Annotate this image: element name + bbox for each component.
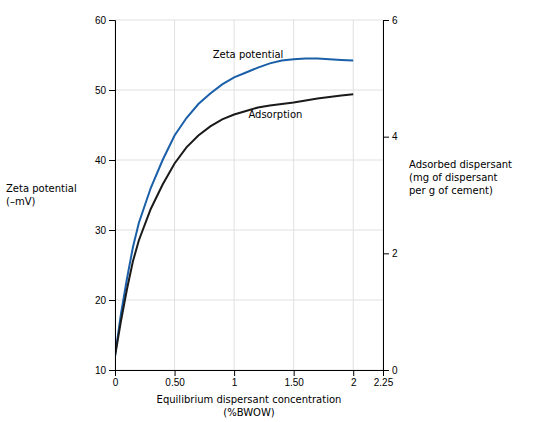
- y2-axis-title: Adsorbed dispersant (mg of dispersant per …: [409, 159, 512, 196]
- tick: 30: [95, 225, 115, 236]
- tick-mark: [109, 90, 115, 91]
- tick: 40: [95, 155, 115, 166]
- grid-line: [115, 300, 383, 301]
- y2-axis-title-line: per g of cement): [409, 185, 493, 196]
- tick: 6: [383, 15, 398, 26]
- tick-mark: [294, 370, 295, 376]
- x-axis-title: Equilibrium dispersant concentration (%BW…: [157, 394, 342, 418]
- tick-mark: [383, 137, 389, 138]
- tick: 2: [351, 370, 357, 388]
- tick-label: 0: [113, 377, 119, 388]
- grid-line: [174, 20, 175, 370]
- tick: 1.50: [284, 370, 304, 388]
- grid-line: [353, 20, 354, 370]
- tick-mark: [109, 370, 115, 371]
- tick: 20: [95, 295, 115, 306]
- grid: [115, 20, 383, 370]
- tick-mark: [383, 370, 389, 371]
- axis-line: [116, 371, 384, 377]
- tick: 0: [383, 365, 398, 376]
- tick-mark: [383, 20, 389, 21]
- tick-mark: [383, 253, 389, 254]
- tick-label: 20: [95, 295, 107, 306]
- tick: 10: [95, 365, 115, 376]
- y-axis-title-line: Zeta potential: [6, 183, 77, 194]
- tick-label: 4: [392, 131, 398, 142]
- tick-label: 1.50: [284, 377, 304, 388]
- annotation: Zeta potential: [213, 49, 284, 60]
- tick-mark: [109, 20, 115, 21]
- series-line: [115, 94, 353, 356]
- tick-label: 10: [95, 365, 107, 376]
- lines: [115, 59, 353, 357]
- tick-mark: [109, 230, 115, 231]
- tick-mark: [353, 370, 354, 376]
- x-axis-title-line: Equilibrium dispersant concentration: [157, 394, 342, 405]
- grid-line: [234, 20, 235, 370]
- tick-label: 1: [232, 377, 238, 388]
- tick-label: 50: [95, 85, 107, 96]
- tick-mark: [109, 300, 115, 301]
- y2-axis: 0 2 4 6: [383, 15, 398, 376]
- tick-label: 2: [392, 248, 398, 259]
- x-axis-title-line: (%BWOW): [223, 407, 275, 418]
- y-axis-title: Zeta potential (–mV): [6, 183, 77, 207]
- tick: 4: [383, 131, 398, 142]
- y-axis-title-line: (–mV): [6, 196, 35, 207]
- tick-label: 0.50: [165, 377, 185, 388]
- annotation: Adsorption: [248, 109, 302, 120]
- grid-line: [115, 90, 383, 91]
- tick-mark: [109, 160, 115, 161]
- x-axis: 0 0.50 1 1.50 2 2.25: [113, 370, 394, 388]
- tick-label: 6: [392, 15, 398, 26]
- tick-label: 30: [95, 225, 107, 236]
- tick-label: 40: [95, 155, 107, 166]
- tick-mark: [175, 370, 176, 376]
- tick-label: 2.25: [374, 377, 394, 388]
- grid-line: [115, 20, 383, 21]
- tick-label: 60: [95, 15, 107, 26]
- tick: 60: [95, 15, 115, 26]
- y2-axis-title-line: Adsorbed dispersant: [409, 159, 512, 170]
- y-axis: 10 20 30 40 50 60: [95, 15, 116, 376]
- tick-label: 0: [392, 365, 398, 376]
- grid-line: [115, 230, 383, 231]
- y2-axis-title-line: (mg of dispersant: [409, 172, 498, 183]
- tick: 0: [113, 370, 119, 388]
- tick-label: 2: [351, 377, 357, 388]
- tick-mark: [234, 370, 235, 376]
- chart: 0 0.50 1 1.50 2 2.25 10 20 30 40 50 60 0 2 4 6 Zeta pote…: [0, 0, 533, 422]
- tick: 2: [383, 248, 398, 259]
- tick: 2.25: [374, 370, 394, 388]
- grid-line: [115, 160, 383, 161]
- plot: 0 0.50 1 1.50 2 2.25 10 20 30 40 50 60 0 2 4 6 Zeta pote…: [95, 15, 398, 388]
- axis-line: [384, 21, 390, 371]
- series-line: [115, 59, 353, 357]
- grid-line: [293, 20, 294, 370]
- tick: 1: [232, 370, 238, 388]
- axis-line: [109, 21, 116, 371]
- tick: 0.50: [165, 370, 185, 388]
- tick: 50: [95, 85, 115, 96]
